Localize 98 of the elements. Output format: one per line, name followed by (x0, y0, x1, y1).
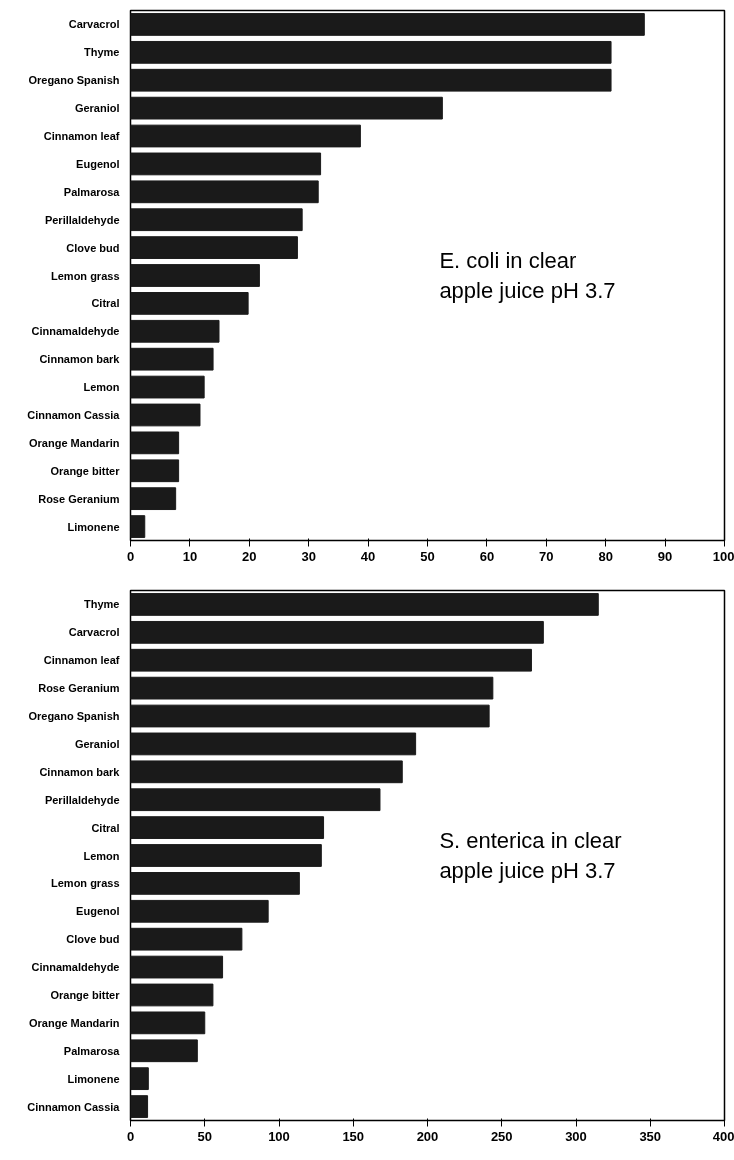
y-tick-label: Lemon grass (51, 877, 120, 890)
y-tick-label: Palmarosa (63, 185, 121, 198)
bar (130, 152, 322, 176)
x-tick-label: 60 (479, 548, 495, 564)
y-tick-label: Eugenol (76, 157, 120, 170)
bar (130, 844, 322, 867)
y-tick-label: Citral (91, 821, 120, 834)
bar (130, 648, 532, 672)
x-tick-label: 90 (657, 548, 673, 564)
bar (130, 515, 146, 538)
x-tick-label: 40 (360, 548, 376, 564)
annotation: S. enterica in clear apple juice pH 3.7 (439, 828, 622, 883)
x-tick-label: 300 (565, 1128, 587, 1144)
y-tick-label: Cinnamaldehyde (31, 325, 120, 338)
y-tick-label: Cinnamon bark (39, 353, 121, 366)
y-tick-label: Thyme (84, 598, 120, 611)
bar (130, 955, 224, 979)
bar (130, 68, 612, 92)
bar (130, 96, 443, 120)
bar (130, 593, 599, 616)
x-tick-label: 20 (242, 548, 257, 564)
x-tick-label: 200 (416, 1128, 439, 1144)
bar (130, 816, 325, 839)
y-tick-label: Palmarosa (63, 1044, 121, 1057)
bar (130, 1039, 198, 1063)
bar (130, 347, 214, 371)
bar (130, 459, 180, 483)
bar (130, 899, 269, 923)
y-tick-label: Cinnamon leaf (43, 130, 120, 143)
bar (130, 487, 177, 511)
x-tick-label: 400 (712, 1128, 734, 1144)
y-tick-label: Clove bud (66, 241, 120, 254)
bar (130, 1095, 149, 1118)
y-tick-label: Orange Mandarin (29, 436, 120, 449)
y-tick-label: Rose Geranium (38, 682, 120, 695)
y-tick-label: Cinnamon leaf (43, 654, 120, 667)
bar (130, 732, 417, 756)
bar (130, 676, 494, 700)
y-tick-label: Cinnamon Cassia (27, 1100, 121, 1113)
x-tick-label: 70 (539, 548, 554, 564)
bar (130, 236, 298, 259)
y-tick-label: Carvacrol (68, 18, 120, 31)
y-tick-label: Cinnamon Cassia (27, 408, 121, 421)
y-tick-label: Geraniol (74, 102, 120, 115)
x-tick-label: 100 (712, 548, 734, 564)
bar (130, 292, 249, 315)
y-tick-label: Eugenol (76, 905, 120, 918)
y-tick-label: Cinnamaldehyde (31, 961, 120, 974)
y-tick-label: Limonene (67, 1072, 120, 1085)
x-tick-label: 350 (639, 1128, 662, 1144)
y-tick-label: Citral (91, 297, 120, 310)
y-tick-label: Lemon (83, 849, 120, 862)
x-tick-label: 10 (182, 548, 198, 564)
bar (130, 319, 220, 343)
bar (130, 1067, 149, 1091)
x-tick-label: 0 (126, 1128, 135, 1144)
bar (130, 375, 205, 399)
bar (130, 704, 490, 728)
bar (130, 13, 645, 36)
y-tick-label: Oregano Spanish (28, 710, 120, 723)
y-tick-label: Perillaldehyde (44, 213, 120, 226)
bar (130, 180, 319, 204)
y-tick-label: Limonene (67, 520, 120, 533)
x-tick-label: 80 (598, 548, 613, 564)
x-tick-label: 50 (420, 548, 435, 564)
bar (130, 760, 403, 784)
x-tick-label: 50 (197, 1128, 212, 1144)
bar (130, 431, 180, 455)
y-tick-label: Oregano Spanish (28, 74, 120, 87)
bar (130, 264, 260, 287)
y-tick-label: Orange Mandarin (29, 1016, 120, 1029)
y-tick-label: Rose Geranium (38, 492, 120, 505)
x-tick-label: 30 (301, 548, 316, 564)
x-tick-label: 0 (126, 548, 135, 564)
bar (130, 983, 214, 1007)
y-tick-label: Geraniol (74, 737, 120, 750)
annotation: E. coli in clear apple juice pH 3.7 (439, 248, 616, 303)
bar (130, 788, 381, 812)
y-tick-label: Lemon grass (51, 269, 120, 282)
bar (130, 403, 201, 427)
bar (130, 40, 612, 64)
y-tick-label: Orange bitter (50, 988, 121, 1001)
y-tick-label: Cinnamon bark (39, 765, 121, 778)
bar (130, 927, 243, 951)
bar (130, 124, 361, 148)
bar (130, 208, 303, 232)
x-tick-label: 150 (342, 1128, 365, 1144)
x-tick-label: 100 (268, 1128, 290, 1144)
y-tick-label: Orange bitter (50, 464, 121, 477)
y-tick-label: Carvacrol (68, 626, 120, 639)
y-tick-label: Perillaldehyde (44, 793, 120, 806)
y-tick-label: Thyme (84, 46, 120, 59)
y-tick-label: Lemon (83, 381, 120, 394)
bar (130, 872, 300, 895)
y-tick-label: Clove bud (66, 933, 120, 946)
bar (130, 1011, 206, 1035)
bar (130, 620, 544, 644)
x-tick-label: 250 (490, 1128, 513, 1144)
